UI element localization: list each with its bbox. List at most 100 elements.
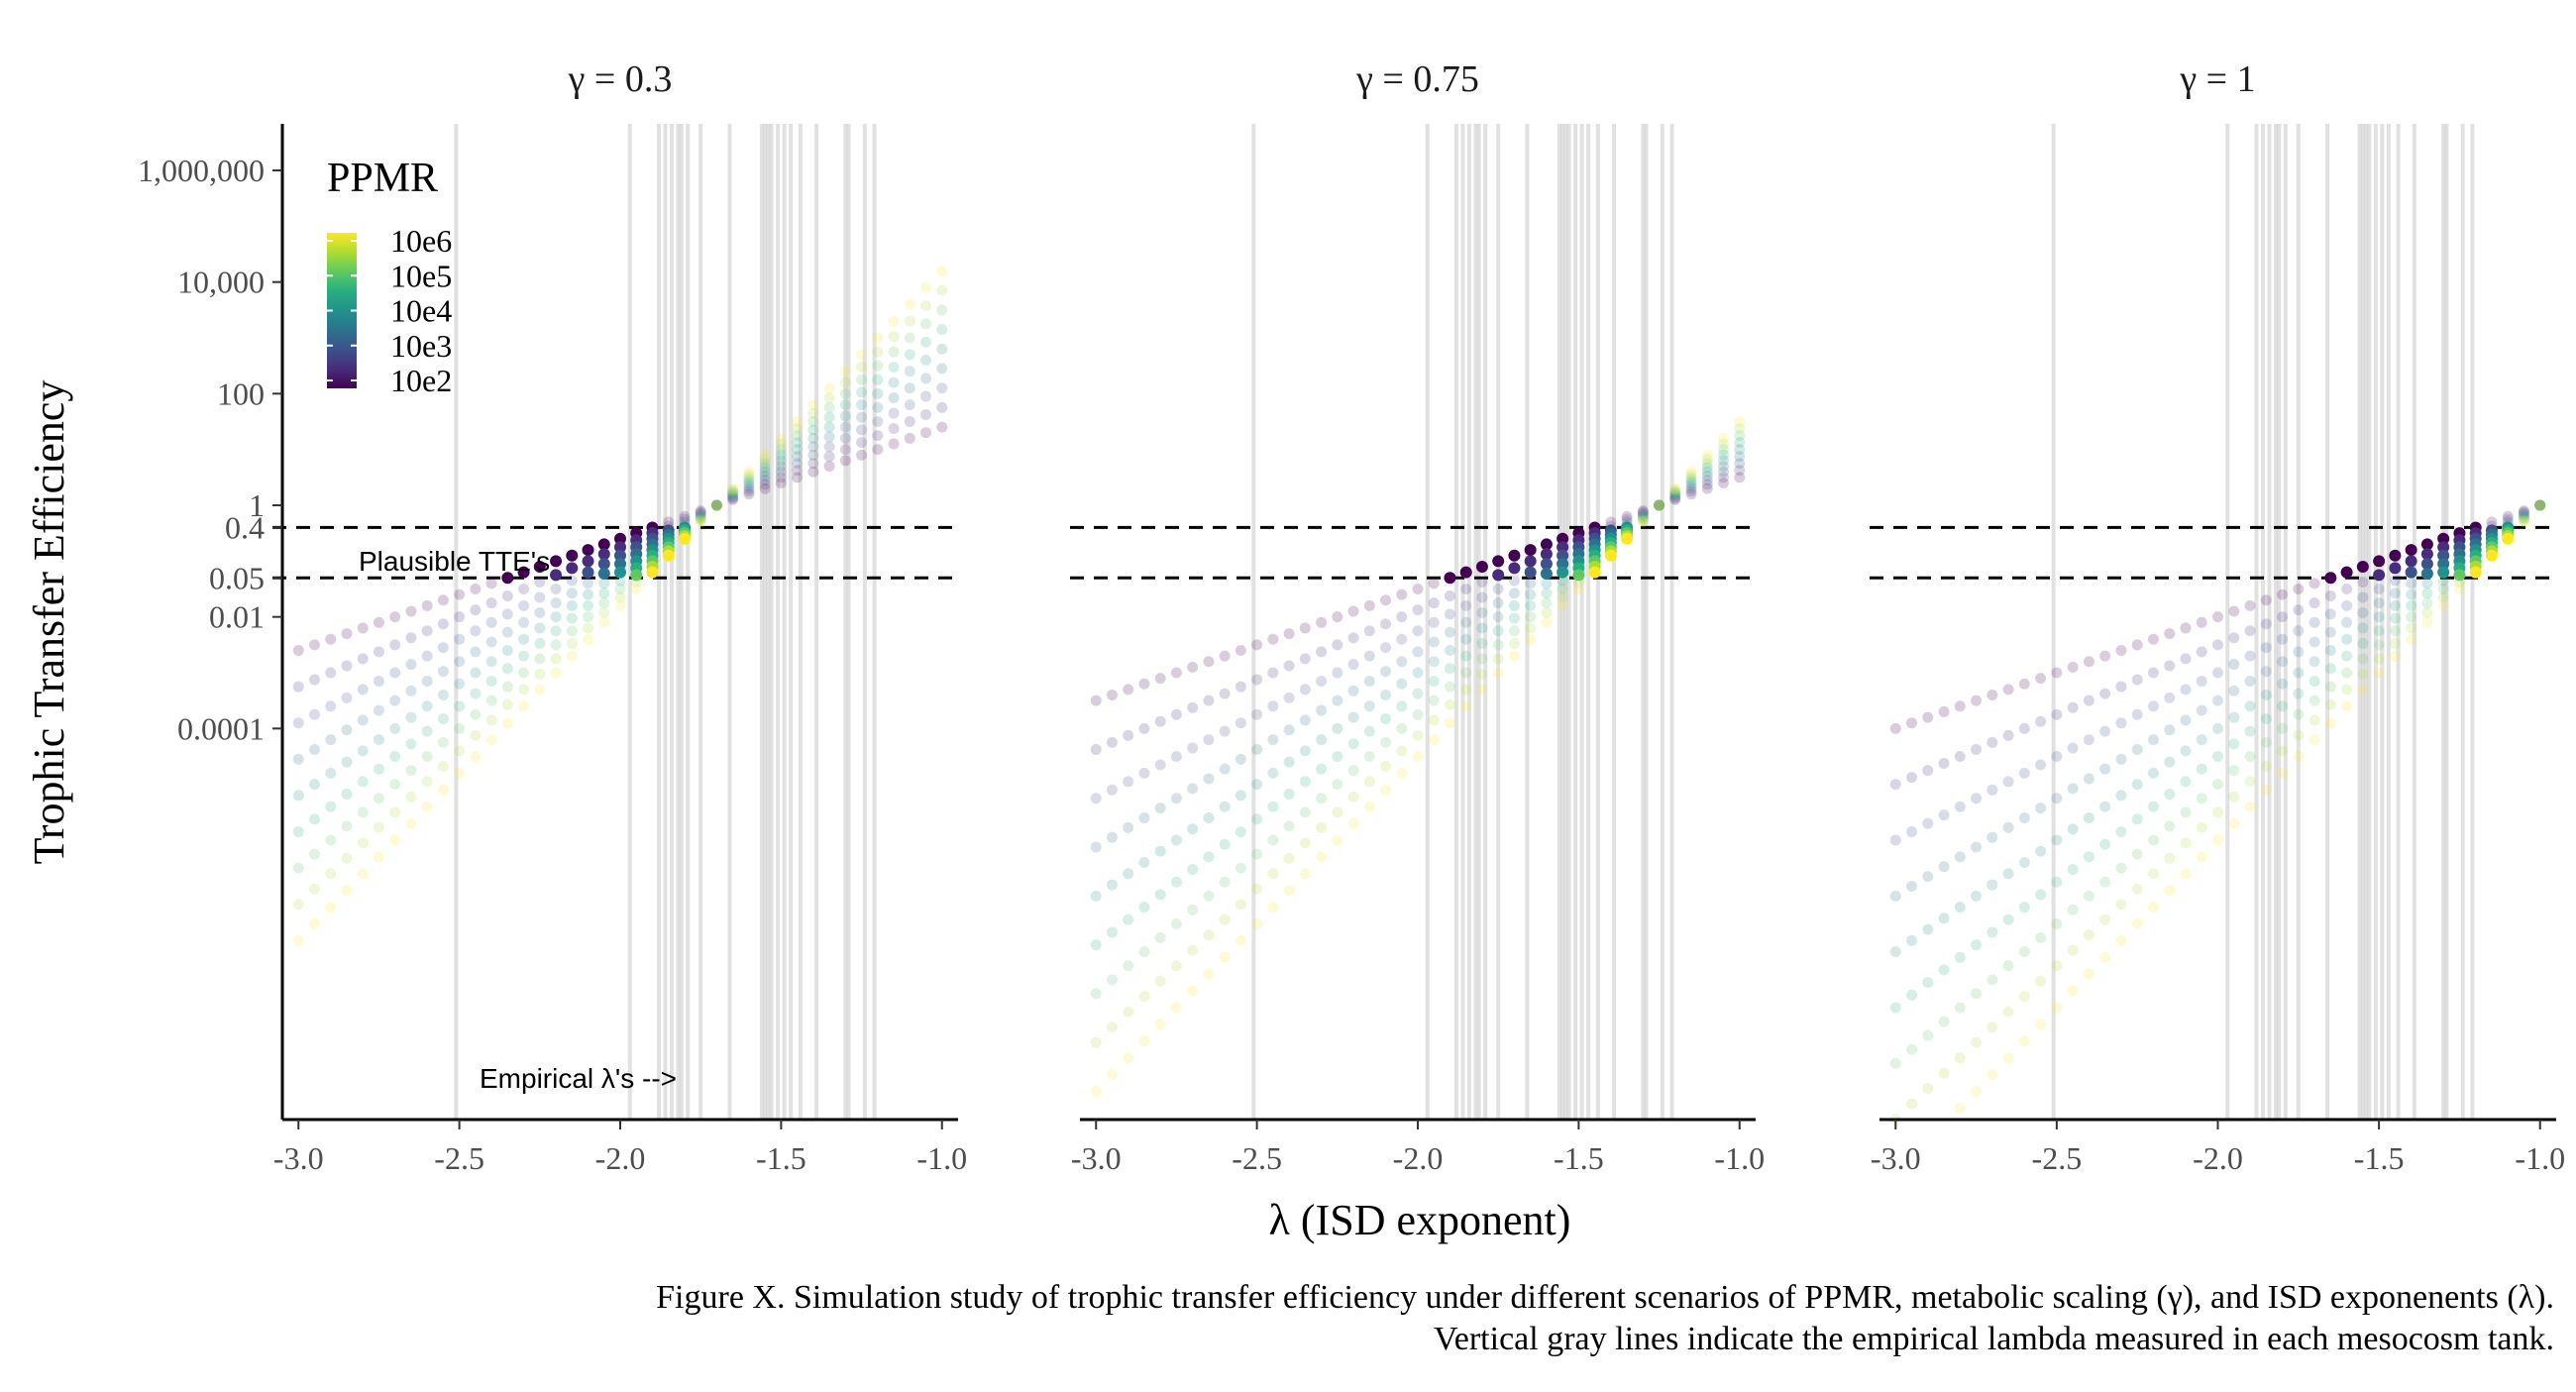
data-point [1267,633,1279,645]
data-point [1170,708,1182,720]
data-point [518,584,530,594]
data-point [1106,926,1118,938]
data-point [1187,701,1199,713]
data-point [1251,848,1263,860]
data-point [325,767,337,779]
data-point [839,455,851,467]
legend-label: 10e2 [390,363,452,398]
data-point [775,466,787,478]
data-point [1154,673,1166,685]
data-point [2067,742,2079,754]
data-point [904,382,915,394]
data-point [2324,644,2336,656]
data-point [1363,650,1375,662]
data-point [2035,1018,2047,1030]
legend-label: 10e4 [390,293,452,329]
data-point [2115,644,2127,656]
data-point [1654,499,1665,511]
data-point [1906,989,1918,1001]
data-point [485,734,497,746]
data-point [1444,681,1455,693]
data-point [1906,1043,1918,1055]
data-point [743,466,755,478]
data-point [1637,509,1649,521]
data-point-plausible [614,549,626,562]
data-point [2277,767,2289,779]
data-point [2228,659,2240,671]
data-point [1154,975,1166,987]
data-point [1986,974,1998,986]
data-point [1508,637,1520,649]
data-point [2018,1035,2030,1047]
data-point [1476,668,1488,680]
data-point [2147,834,2159,846]
data-point-plausible [566,549,579,562]
data-point [1541,588,1553,599]
legend-label: 10e5 [390,258,452,293]
data-point [1090,743,1102,755]
data-point [550,667,562,679]
data-point [1889,834,1901,846]
data-point [1412,604,1424,616]
data-point [1637,507,1649,519]
data-point [1347,659,1359,671]
data-point [2212,834,2223,846]
data-point [792,444,804,456]
data-point [1299,776,1311,788]
data-point [1525,599,1537,611]
data-point [2260,642,2272,654]
data-point [2228,791,2240,803]
data-point [1971,890,1983,902]
data-point [2099,876,2111,888]
data-point [550,584,562,594]
data-point [2212,751,2223,762]
data-point [872,374,884,385]
data-point [839,410,851,422]
data-point [1267,834,1279,846]
data-point [614,599,626,611]
data-point [2293,584,2305,594]
data-point [405,605,417,617]
data-point [823,392,835,404]
data-point-plausible [662,549,675,562]
data-point [2406,599,2417,611]
data-point [695,514,706,526]
data-point [421,625,433,637]
data-point [2389,650,2401,662]
data-point [1492,639,1504,651]
data-point [1332,806,1343,818]
data-point [2018,767,2030,779]
data-point [1460,650,1472,662]
data-point [2277,678,2289,690]
data-point [470,729,482,741]
data-point [856,362,868,374]
data-point [1170,1002,1182,1014]
data-point [1380,690,1392,701]
data-point [920,408,932,420]
data-point [904,315,915,327]
data-point [485,675,497,687]
data-point [308,639,320,651]
data-point [1316,851,1328,863]
data-point [1669,493,1681,505]
data-point [1444,608,1455,620]
data-point [2518,510,2529,522]
data-point [2389,637,2401,649]
data-point [534,622,546,634]
data-point [1476,576,1488,588]
data-point [373,763,384,775]
data-point [1734,458,1746,470]
data-point [1654,499,1665,511]
data-point [2147,801,2159,812]
data-point [501,626,513,638]
data-point [2002,960,2014,972]
data-point [2244,700,2256,712]
data-point [743,482,755,494]
data-point [1701,466,1713,478]
data-point [1621,510,1633,522]
data-point [2083,811,2094,823]
data-point [566,625,578,637]
data-point [357,714,369,726]
data-point [920,336,932,348]
data-point [2324,608,2336,620]
